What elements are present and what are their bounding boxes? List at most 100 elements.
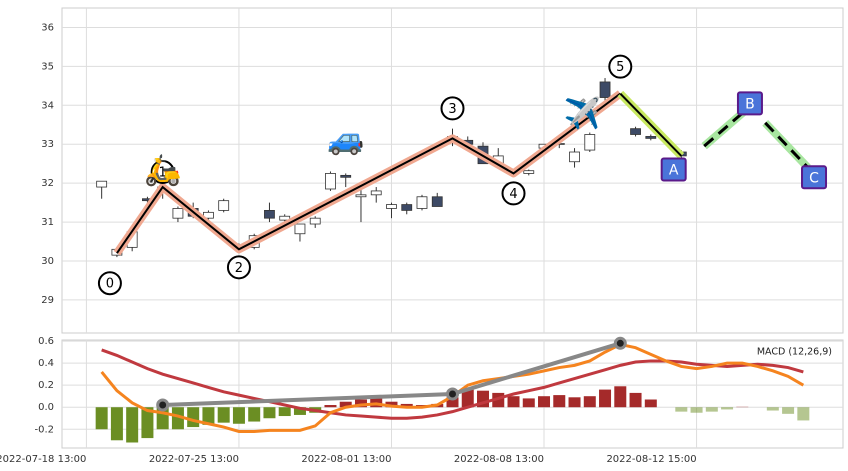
histogram-bar (446, 397, 459, 408)
candle-body (370, 190, 382, 196)
histogram-bar (141, 407, 154, 439)
candle-body (386, 204, 397, 209)
wave-label: 0 (106, 277, 114, 292)
wave-label-circle (501, 181, 526, 206)
histogram-bar (538, 396, 551, 408)
correction-line (619, 92, 683, 157)
histogram-bar (583, 396, 596, 408)
candle-body (96, 180, 108, 188)
y-tick-label: 0.6 (38, 336, 54, 347)
histogram-bar (629, 392, 642, 408)
candle-body (569, 151, 580, 163)
histogram-bar (766, 407, 779, 411)
histogram-bar (232, 407, 245, 424)
wave-label-circle (608, 54, 633, 79)
y-tick-label: 29 (41, 295, 54, 306)
histogram-bar (126, 407, 139, 443)
macd-label: MACD (12,26,9) (757, 347, 832, 358)
candle-body (325, 173, 336, 190)
wave-label: 3 (448, 102, 456, 117)
wave-line (116, 92, 621, 254)
plot-area (61, 7, 844, 334)
histogram-bar (293, 407, 306, 415)
candle-body (431, 196, 443, 207)
macd-line (101, 348, 804, 420)
wave-label-circle (97, 271, 122, 296)
histogram-bar (675, 407, 688, 412)
histogram-bar (721, 407, 734, 410)
histogram-bar (782, 407, 795, 414)
y-tick-label: 0.2 (38, 380, 54, 391)
icon: 🚙 (327, 122, 364, 157)
histogram-bar (705, 407, 718, 412)
x-tick-label: 2022-07-18 13:00 (0, 454, 86, 465)
histogram-bar (248, 407, 261, 422)
histogram-bar (461, 389, 474, 408)
candle-body (401, 204, 413, 211)
candle-body (264, 209, 275, 219)
y-tick-label: 31 (41, 217, 54, 228)
y-tick-label: 0.0 (38, 402, 54, 413)
histogram-bar (385, 401, 398, 408)
y-tick-label: 35 (41, 61, 54, 72)
histogram-bar (354, 399, 367, 408)
wave-label: 4 (509, 187, 517, 202)
wave-label-circle (150, 160, 175, 185)
y-tick-label: 33 (41, 139, 54, 150)
candle-body (172, 208, 184, 219)
histogram-bar (110, 407, 123, 441)
candle-body (218, 200, 230, 211)
candle-body (645, 136, 657, 139)
y-tick-label: 36 (41, 22, 54, 33)
wave-label: 2 (235, 261, 243, 276)
correction-box (736, 91, 763, 116)
icon: 🛵 (144, 153, 181, 188)
histogram-bar (278, 407, 291, 417)
y-tick-label: 30 (41, 256, 54, 267)
candle-body (523, 170, 535, 174)
trend-point (156, 398, 170, 412)
candle-body (340, 174, 352, 178)
candle-body (279, 215, 291, 221)
histogram-bar (797, 407, 810, 421)
x-tick-label: 2022-07-25 13:00 (149, 454, 239, 465)
y-tick-label: 34 (41, 100, 54, 111)
histogram-bar (736, 406, 749, 408)
histogram-bar (690, 407, 703, 413)
candle-body (309, 217, 321, 225)
histogram-bar (599, 389, 612, 408)
histogram-bar (522, 398, 535, 408)
wave-label-circle (226, 255, 251, 280)
candle-body (584, 134, 596, 151)
correction-box (660, 157, 687, 182)
trend-point (446, 387, 459, 401)
histogram-bar (202, 407, 215, 425)
wave-label: 5 (616, 60, 624, 75)
histogram-bar (263, 407, 276, 419)
histogram-bar (324, 405, 337, 408)
candle-body (599, 81, 611, 98)
x-tick-label: 2022-08-08 13:00 (454, 454, 544, 465)
histogram-bar (339, 401, 352, 408)
histogram-bar (614, 386, 627, 408)
correction-box (801, 165, 828, 190)
histogram-bar (187, 407, 200, 428)
wave-label-circle (440, 96, 465, 121)
histogram-bar (568, 397, 581, 408)
candle-body (294, 223, 306, 235)
histogram-bar (553, 395, 566, 408)
y-tick-label: 0.4 (38, 358, 54, 369)
histogram-bar (171, 407, 184, 430)
histogram-bar (644, 399, 657, 408)
correction-label: B (745, 96, 755, 112)
histogram-bar (95, 407, 108, 430)
correction-label: C (809, 170, 819, 186)
correction-line (764, 121, 810, 169)
candle-body (416, 196, 428, 209)
x-tick-label: 2022-08-01 13:00 (301, 454, 391, 465)
wave-label: 1 (159, 166, 167, 181)
y-tick-label: 32 (41, 178, 54, 189)
icon: ✈️ (563, 95, 600, 132)
correction-label: A (669, 163, 679, 179)
